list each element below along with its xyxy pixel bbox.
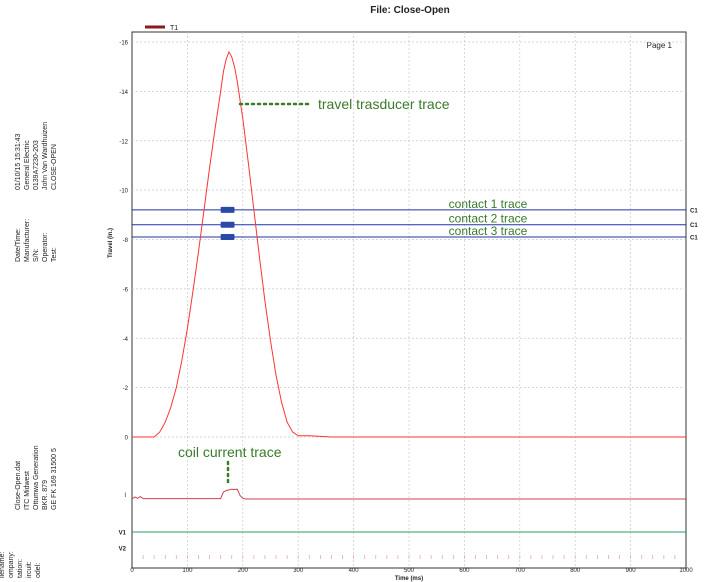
travel-trace-1 (132, 50, 686, 438)
y-tick-label-4: -8 (123, 238, 129, 244)
legend-label-t1: T1 (170, 25, 178, 32)
contact-bar-2 (220, 221, 235, 228)
x-tick-label-1: 100 (182, 568, 193, 574)
sidebar-value-a-1: General Electric (24, 140, 31, 190)
contact-traces: contact 1 trace C1 contact 2 trace C1 contac… (132, 197, 698, 242)
x-tick-label-8: 800 (570, 568, 581, 574)
v-channel-label-1: V1 (119, 531, 127, 537)
y-tick-label-5: -10 (119, 189, 128, 195)
x-tick-label-3: 300 (293, 568, 304, 574)
x-tick-label-6: 600 (459, 568, 470, 574)
x-axis-label: Time (ms) (395, 576, 423, 582)
x-tick-label-2: 200 (238, 568, 249, 574)
x-tick-labels: 0 100 200 300 400 500 600 700 800 900 1000 (130, 568, 693, 574)
sidebar-label-b-1: ompany: (8, 551, 15, 578)
sidebar-label-b-3: ircuit: (26, 561, 33, 578)
contact-label-3: contact 3 trace (449, 224, 528, 238)
v-channel-label-2: V2 (119, 547, 127, 553)
legend: T1 (145, 25, 178, 32)
x-tick-label-7: 700 (515, 568, 526, 574)
y-tick-label-6: -12 (119, 139, 128, 145)
annotation-travel: travel trasducer trace (238, 96, 450, 112)
chart-title: File: Close-Open (370, 5, 449, 16)
sidebar-value-a-4: CLOSE-OPEN (51, 144, 58, 190)
contact-marker-3: C1 (690, 236, 698, 242)
contact-marker-2: C1 (690, 223, 698, 229)
y-tick-label-2: -4 (123, 337, 129, 343)
grid-lines (132, 32, 686, 568)
x-tick-label-5: 500 (404, 568, 415, 574)
sidebar-label-b-0: ilename: (0, 551, 6, 578)
sidebar-value-b-0: Close-Open.dat (15, 461, 22, 510)
info-sidebar: Date/Time: Manufacturer: S/N: Operator: Test… (0, 122, 58, 578)
x-tick-label-9: 900 (626, 568, 637, 574)
sidebar-label-a-0: Date/Time: (15, 228, 22, 262)
coil-current-trace (131, 488, 686, 500)
y-tick-labels: 0 -2 -4 -6 -8 -10 -12 -14 -16 (119, 41, 128, 442)
contact-bar-1 (220, 206, 235, 213)
coil-channel-label: I (124, 493, 126, 499)
sidebar-value-b-3: BKR. 879 (42, 480, 49, 510)
page-label: Page 1 (647, 41, 673, 50)
x-tick-label-10: 1000 (679, 568, 693, 574)
sidebar-value-b-1: ITC Midwest (24, 471, 31, 510)
sidebar-label-b-2: tation: (17, 559, 24, 578)
contact-label-1: contact 1 trace (449, 197, 528, 211)
sidebar-value-a-0: 01/10/15 15:31:43 (15, 133, 22, 190)
contact-bar-3 (220, 234, 235, 241)
annotation-coil-text: coil current trace (178, 444, 282, 460)
sidebar-value-b-2: Ottumwa Generation (33, 445, 40, 510)
y-tick-label-1: -2 (123, 386, 129, 392)
x-tick-label-0: 0 (130, 568, 134, 574)
sidebar-label-a-3: Operator: (42, 232, 49, 262)
y-tick-label-0: 0 (125, 436, 129, 442)
x-tick-label-4: 400 (349, 568, 360, 574)
aux-channels: I V1 V2 (119, 488, 686, 553)
contact-label-2: contact 2 trace (449, 212, 528, 226)
y-tick-label-3: -6 (123, 287, 129, 293)
y-axis-label: Travel (in.) (108, 228, 114, 258)
annotation-travel-text: travel trasducer trace (318, 96, 450, 112)
sidebar-label-a-2: S/N: (33, 248, 40, 262)
y-tick-label-8: -16 (119, 41, 128, 47)
sidebar-label-a-4: Test: (51, 247, 58, 262)
sidebar-value-a-2: 0139A7230-203 (33, 140, 40, 190)
sidebar-label-a-1: Manufacturer: (24, 219, 31, 262)
y-tick-label-7: -14 (119, 90, 128, 96)
sidebar-value-b-4: GE FK 169 31500 5 (51, 448, 58, 510)
travel-series (132, 50, 686, 438)
sidebar-label-b-4: odel: (35, 563, 42, 578)
annotation-coil: coil current trace (178, 444, 282, 488)
contact-marker-1: C1 (690, 208, 698, 214)
sidebar-value-a-3: John Van Wardhuizen (42, 122, 49, 190)
